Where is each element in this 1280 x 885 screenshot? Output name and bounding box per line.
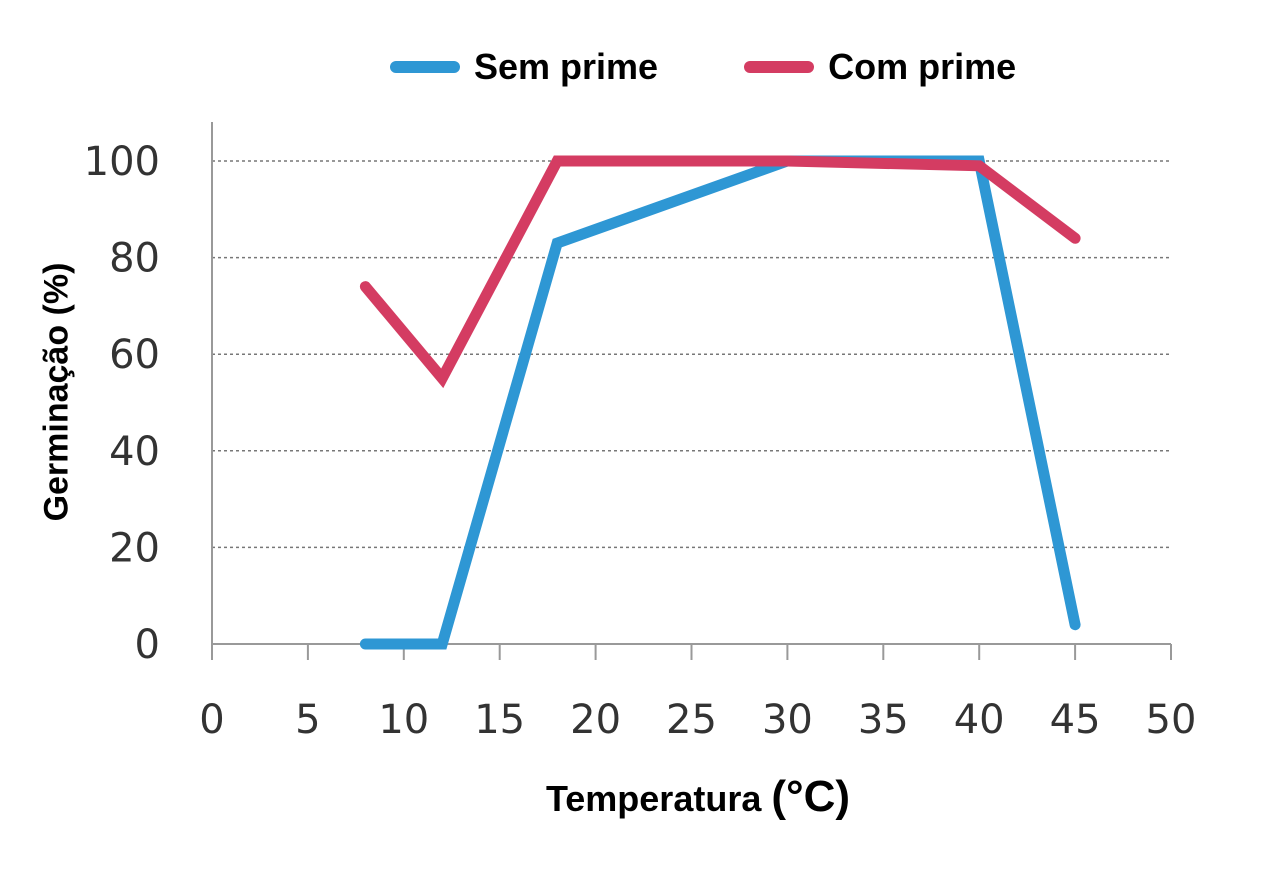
series-lines [359, 155, 1081, 650]
legend-label-com-prime: Com prime [828, 46, 1017, 87]
x-tick-label-45: 45 [1050, 697, 1101, 743]
x-tick-label-0: 0 [199, 697, 224, 743]
x-tick-label-5: 5 [295, 697, 320, 743]
series-line-com-prime [359, 155, 1081, 389]
y-tick-label-80: 80 [109, 236, 160, 282]
gridlines [212, 160, 1171, 549]
x-tick-label-35: 35 [858, 697, 909, 743]
y-tick-label-40: 40 [109, 429, 160, 475]
legend-swatch-com-prime [744, 61, 815, 73]
legend-label-sem-prime: Sem prime [474, 46, 659, 87]
x-axis-label: Temperatura (°C) [546, 772, 850, 822]
x-tick-label-15: 15 [474, 697, 525, 743]
legend-item-sem-prime: Sem prime [390, 46, 658, 88]
legend-swatch-sem-prime [390, 61, 460, 73]
y-tick-label-60: 60 [109, 332, 160, 378]
x-axis-label-text: Temperatura [545, 778, 762, 819]
x-tick-label-40: 40 [954, 697, 1005, 743]
y-tick-label-0: 0 [135, 622, 160, 668]
x-tick-label-50: 50 [1146, 697, 1197, 743]
x-axis-label-unit: (°C) [771, 772, 851, 821]
series-line-sem-prime [359, 155, 1081, 650]
x-tick-label-30: 30 [762, 697, 813, 743]
x-tick-label-25: 25 [666, 697, 717, 743]
x-tick-label-20: 20 [570, 697, 621, 743]
legend-item-com-prime: Com prime [744, 46, 1016, 88]
y-tick-label-20: 20 [109, 525, 160, 571]
y-tick-label-100: 100 [84, 139, 160, 185]
legend: Sem prime Com prime [390, 46, 1102, 88]
tick-labels: 0 5 10 15 20 25 30 35 40 45 50 0 20 40 60 80 100 [84, 139, 1197, 743]
x-tick-label-10: 10 [378, 697, 429, 743]
